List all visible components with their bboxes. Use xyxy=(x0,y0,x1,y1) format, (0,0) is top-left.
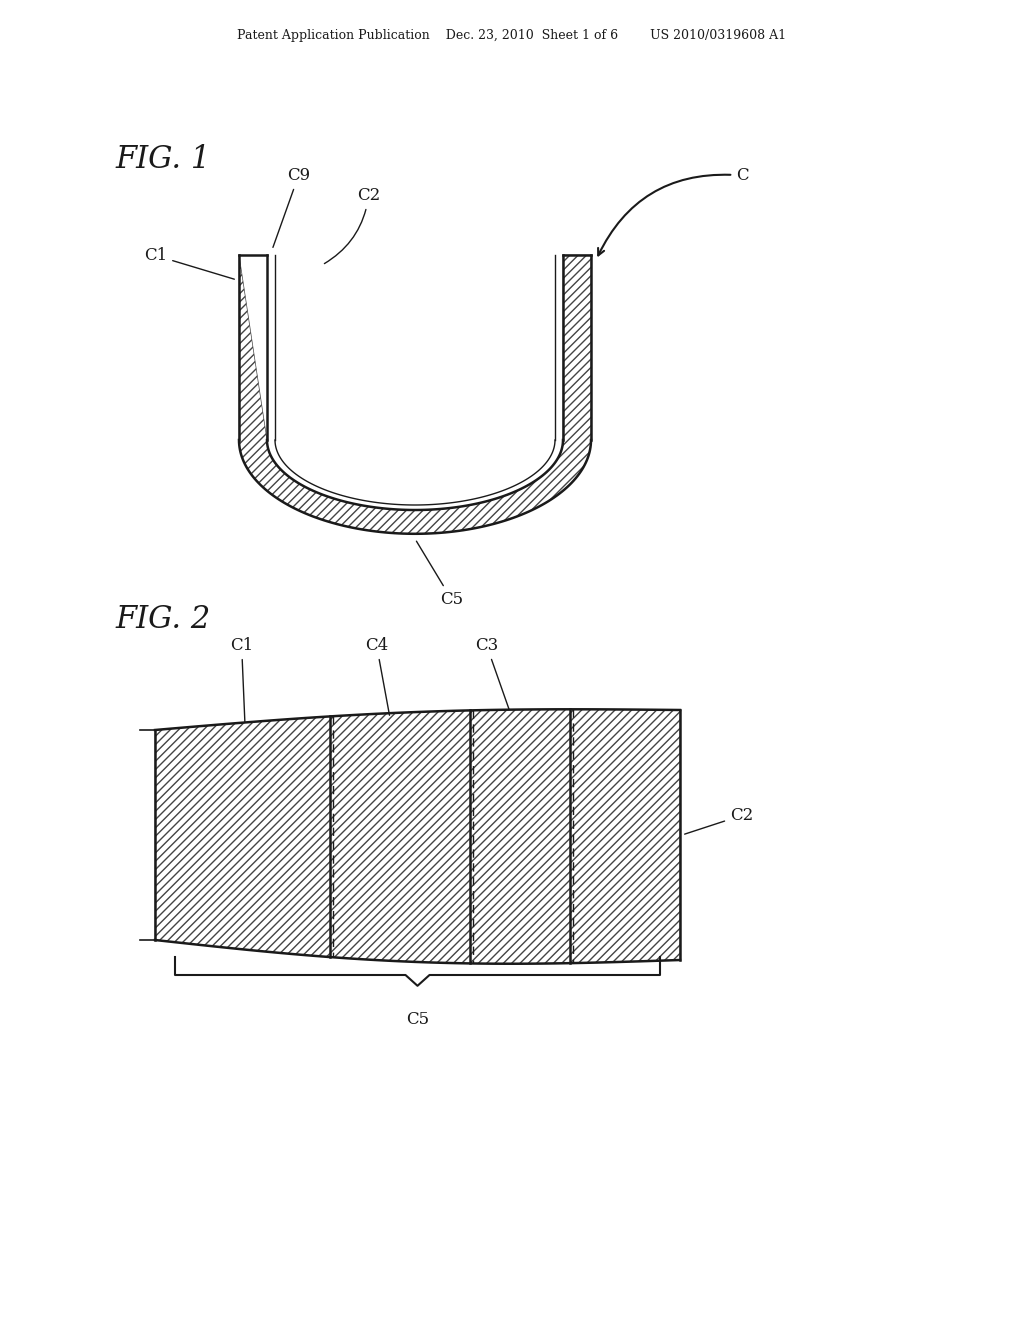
Text: FIG. 2: FIG. 2 xyxy=(115,605,210,635)
Polygon shape xyxy=(239,255,591,533)
Text: C5: C5 xyxy=(406,1011,429,1028)
Text: C2: C2 xyxy=(325,187,380,264)
Text: C1: C1 xyxy=(144,247,234,280)
Polygon shape xyxy=(155,709,680,964)
Text: C: C xyxy=(598,168,749,255)
Text: C1: C1 xyxy=(230,638,253,722)
Text: C9: C9 xyxy=(273,168,310,247)
Text: C2: C2 xyxy=(685,807,754,834)
Text: Patent Application Publication    Dec. 23, 2010  Sheet 1 of 6        US 2010/031: Patent Application Publication Dec. 23, … xyxy=(238,29,786,41)
Text: C5: C5 xyxy=(417,541,463,607)
Text: C3: C3 xyxy=(475,638,509,709)
Text: FIG. 1: FIG. 1 xyxy=(115,144,210,176)
Text: C4: C4 xyxy=(365,638,389,715)
